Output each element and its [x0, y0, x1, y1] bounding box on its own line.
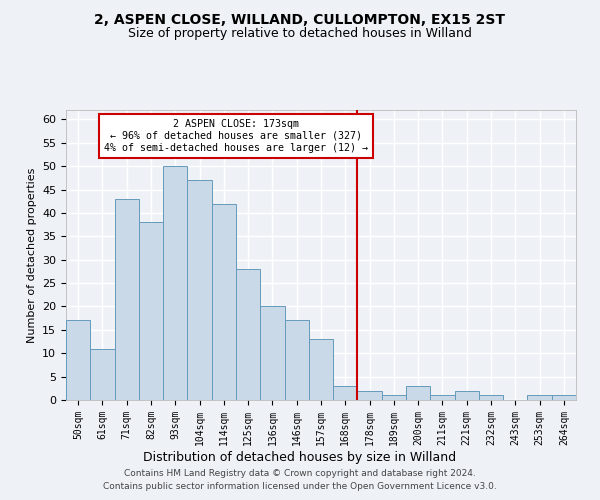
Bar [479, 396, 503, 400]
Bar [455, 390, 479, 400]
Bar [115, 199, 139, 400]
Bar [212, 204, 236, 400]
Bar [236, 269, 260, 400]
Bar [163, 166, 187, 400]
Bar [358, 390, 382, 400]
Text: Distribution of detached houses by size in Willand: Distribution of detached houses by size … [143, 451, 457, 464]
Bar [187, 180, 212, 400]
Bar [284, 320, 309, 400]
Bar [406, 386, 430, 400]
Text: 2, ASPEN CLOSE, WILLAND, CULLOMPTON, EX15 2ST: 2, ASPEN CLOSE, WILLAND, CULLOMPTON, EX1… [95, 12, 505, 26]
Text: Contains public sector information licensed under the Open Government Licence v3: Contains public sector information licen… [103, 482, 497, 491]
Bar [382, 396, 406, 400]
Bar [527, 396, 552, 400]
Bar [260, 306, 284, 400]
Bar [333, 386, 358, 400]
Bar [309, 339, 333, 400]
Bar [66, 320, 90, 400]
Text: Contains HM Land Registry data © Crown copyright and database right 2024.: Contains HM Land Registry data © Crown c… [124, 468, 476, 477]
Bar [139, 222, 163, 400]
Text: 2 ASPEN CLOSE: 173sqm
← 96% of detached houses are smaller (327)
4% of semi-deta: 2 ASPEN CLOSE: 173sqm ← 96% of detached … [104, 120, 368, 152]
Text: Size of property relative to detached houses in Willand: Size of property relative to detached ho… [128, 28, 472, 40]
Bar [430, 396, 455, 400]
Y-axis label: Number of detached properties: Number of detached properties [26, 168, 37, 342]
Bar [90, 348, 115, 400]
Bar [552, 396, 576, 400]
